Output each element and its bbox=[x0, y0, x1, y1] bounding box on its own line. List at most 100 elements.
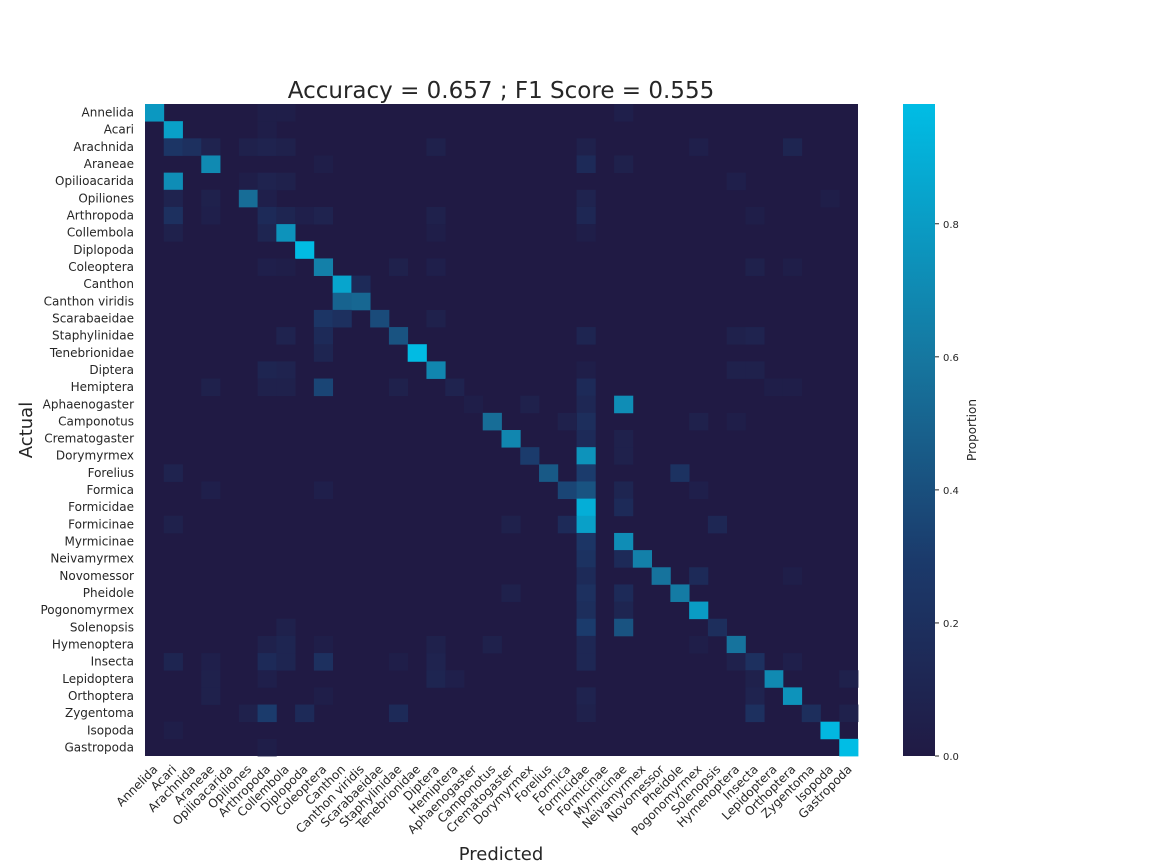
heatmap-cell bbox=[145, 104, 165, 122]
heatmap-cell bbox=[257, 189, 277, 208]
colorbar-tick-label: 0.0 bbox=[943, 752, 959, 763]
heatmap-cell bbox=[501, 515, 521, 534]
y-tick-label: Isopoda bbox=[87, 723, 134, 737]
heatmap-cell bbox=[182, 138, 202, 156]
heatmap-cell bbox=[276, 138, 296, 156]
heatmap-cell bbox=[576, 430, 596, 448]
heatmap-cell bbox=[257, 172, 277, 191]
y-tick-label: Formicidae bbox=[68, 500, 134, 514]
heatmap-cell bbox=[576, 412, 596, 431]
heatmap-cell bbox=[632, 550, 652, 568]
heatmap-cell bbox=[670, 464, 690, 482]
heatmap-cell bbox=[163, 138, 183, 156]
heatmap-cell bbox=[520, 395, 540, 414]
heatmap-cell bbox=[614, 447, 634, 465]
heatmap-cell bbox=[576, 618, 596, 637]
heatmap-cell bbox=[426, 138, 446, 156]
heatmap-cell bbox=[782, 687, 803, 705]
heatmap-cell bbox=[745, 361, 765, 379]
y-tick-label: Diplopoda bbox=[73, 243, 134, 257]
heatmap-cell bbox=[726, 327, 746, 345]
heatmap-cell bbox=[782, 258, 803, 276]
heatmap-cell bbox=[614, 532, 634, 551]
heatmap-cell bbox=[482, 635, 502, 654]
heatmap-cell bbox=[820, 721, 840, 740]
heatmap-cell bbox=[257, 378, 277, 397]
heatmap-cell bbox=[257, 258, 277, 276]
colorbar-ticks: 0.0 0.2 0.4 0.6 0.8 bbox=[935, 220, 959, 763]
heatmap-cell bbox=[745, 687, 765, 705]
y-axis-label: Actual bbox=[16, 402, 37, 458]
heatmap-cell bbox=[163, 172, 183, 191]
heatmap-cell bbox=[370, 309, 390, 328]
heatmap-cell bbox=[839, 704, 859, 723]
heatmap-cell bbox=[201, 670, 221, 688]
y-tick-label: Camponotus bbox=[58, 414, 134, 428]
heatmap-cell bbox=[388, 258, 409, 276]
y-tick-label: Acari bbox=[104, 123, 134, 137]
heatmap-cell bbox=[576, 704, 596, 723]
heatmap-cell bbox=[257, 635, 277, 654]
heatmap-cell bbox=[557, 412, 577, 431]
heatmap-cell bbox=[839, 738, 859, 757]
heatmap-cell bbox=[388, 378, 409, 397]
heatmap-cell bbox=[276, 378, 296, 397]
heatmap-cell bbox=[576, 584, 596, 602]
y-tick-label: Gastropoda bbox=[64, 740, 134, 754]
heatmap-cell bbox=[557, 481, 577, 500]
heatmap-cell bbox=[163, 653, 183, 671]
heatmap-cell bbox=[801, 704, 821, 723]
heatmap-cell bbox=[820, 189, 840, 208]
y-tick-label: Staphylinidae bbox=[52, 329, 134, 343]
heatmap-cell bbox=[576, 447, 596, 465]
heatmap-cell bbox=[576, 481, 596, 500]
heatmap-cell bbox=[576, 206, 596, 225]
heatmap-cell bbox=[238, 172, 258, 191]
heatmap-cell bbox=[614, 550, 634, 568]
heatmap-cell bbox=[614, 601, 634, 620]
heatmap-cell bbox=[482, 412, 502, 431]
heatmap-cell bbox=[276, 361, 296, 379]
heatmap-cell bbox=[276, 635, 296, 654]
y-tick-label: Opiliones bbox=[78, 191, 134, 205]
heatmap-cell bbox=[201, 687, 221, 705]
y-tick-label: Forelius bbox=[88, 466, 134, 480]
heatmap-cell bbox=[614, 498, 634, 517]
y-tick-label: Novomessor bbox=[59, 569, 134, 583]
heatmap-cell bbox=[726, 653, 746, 671]
y-tick-label: Hymenoptera bbox=[52, 637, 134, 651]
heatmap-cell bbox=[745, 206, 765, 225]
heatmap-cell bbox=[276, 224, 296, 242]
heatmap-cell bbox=[576, 378, 596, 397]
heatmap-cell bbox=[614, 395, 634, 414]
heatmap-cell bbox=[313, 155, 334, 174]
heatmap-cell bbox=[576, 687, 596, 705]
heatmap-cell bbox=[782, 653, 803, 671]
heatmap-cell bbox=[576, 653, 596, 671]
heatmap-cell bbox=[576, 550, 596, 568]
heatmap-cell bbox=[539, 464, 559, 482]
y-tick-label: Scarabaeidae bbox=[52, 311, 134, 325]
heatmap-cell bbox=[576, 601, 596, 620]
colorbar-tick-label: 0.2 bbox=[943, 619, 959, 630]
heatmap-cell bbox=[726, 635, 746, 654]
heatmap-cell bbox=[576, 361, 596, 379]
heatmap-cell bbox=[313, 206, 334, 225]
heatmap-cell bbox=[276, 206, 296, 225]
y-tick-label: Neivamyrmex bbox=[50, 552, 134, 566]
heatmap-cell bbox=[745, 704, 765, 723]
heatmap-cell bbox=[163, 206, 183, 225]
heatmap-cell bbox=[163, 121, 183, 139]
heatmap-cell bbox=[313, 481, 334, 500]
heatmap-cell bbox=[163, 224, 183, 242]
heatmap-cell bbox=[614, 618, 634, 637]
heatmap-cell bbox=[163, 515, 183, 534]
heatmap-cell bbox=[463, 395, 484, 414]
heatmap-cell bbox=[576, 155, 596, 174]
heatmap-cell bbox=[782, 138, 803, 156]
colorbar-tick-label: 0.4 bbox=[943, 486, 959, 497]
heatmap-cell bbox=[426, 361, 446, 379]
heatmap-cell bbox=[670, 584, 690, 602]
heatmap-cell bbox=[313, 378, 334, 397]
heatmap-cell bbox=[576, 224, 596, 242]
